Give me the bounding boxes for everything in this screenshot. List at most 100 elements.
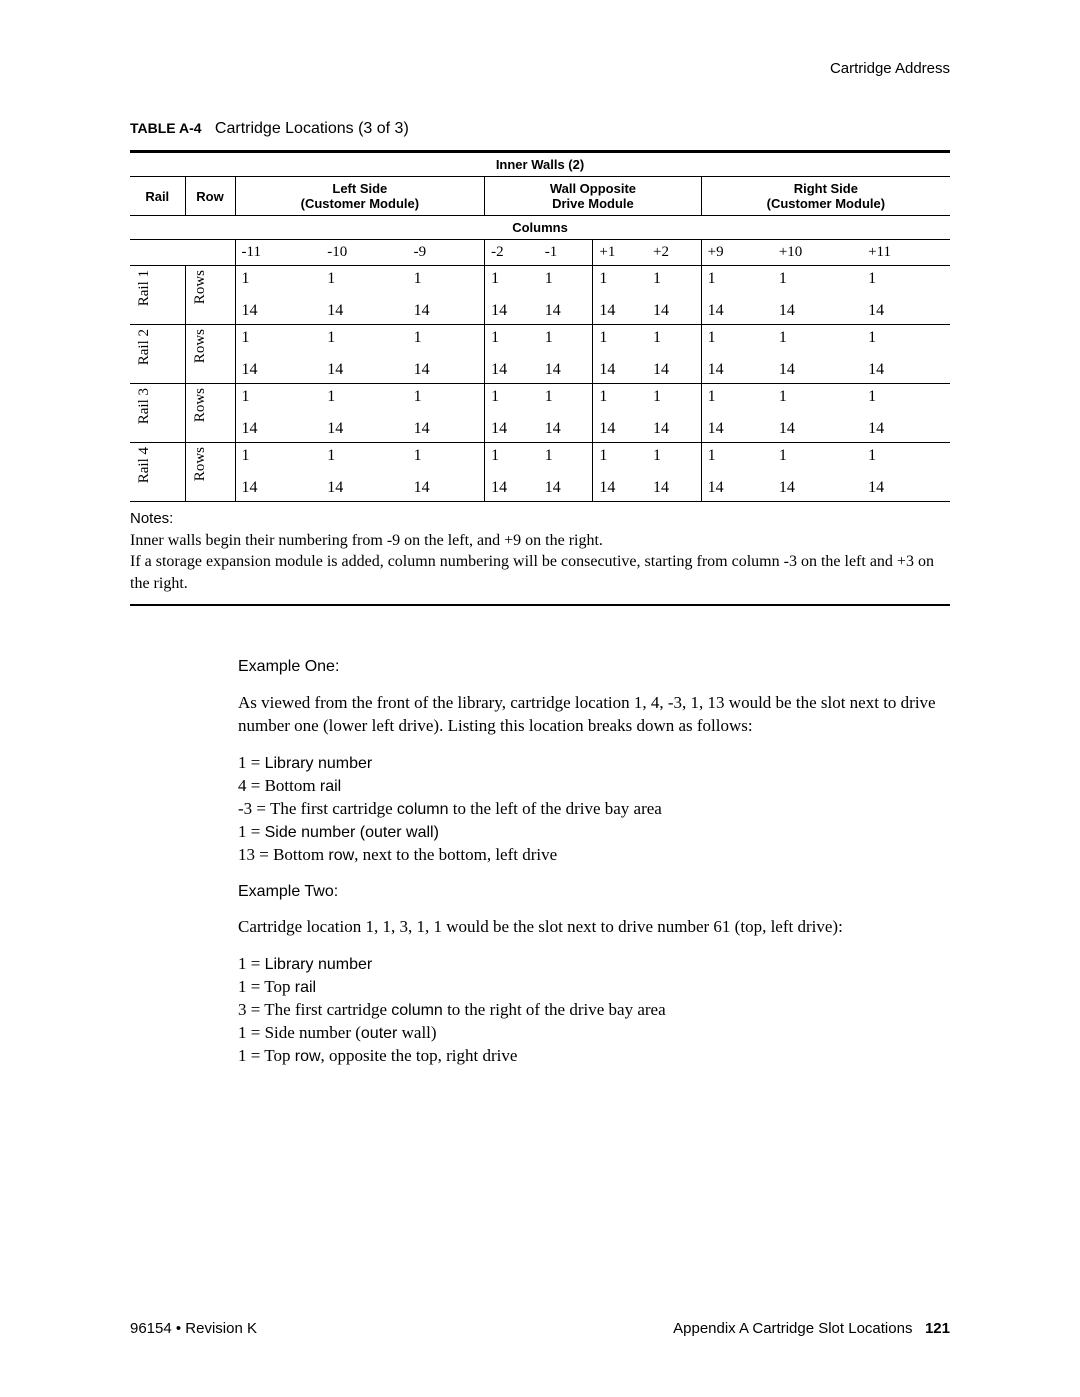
r4-c5: 114 xyxy=(593,443,647,502)
r3-c8: 114 xyxy=(773,384,862,443)
r1-c4: 114 xyxy=(539,266,593,325)
r3-c5: 114 xyxy=(593,384,647,443)
ex1-l5b: row xyxy=(328,847,354,864)
r3-c2: 114 xyxy=(408,384,485,443)
ex2-l1a: 1 = xyxy=(238,954,265,973)
hdr-row: Row xyxy=(185,177,235,216)
cartridge-table: Inner Walls (2) Rail Row Left Side (Cust… xyxy=(130,150,950,502)
table-caption: TABLE A-4 Cartridge Locations (3 of 3) xyxy=(130,120,950,138)
notes-label: Notes: xyxy=(130,510,173,527)
r4-c4: 114 xyxy=(539,443,593,502)
r1-c5: 114 xyxy=(593,266,647,325)
ex2-l4c: wall) xyxy=(397,1023,436,1042)
ex1-l5c: , next to the bottom, left drive xyxy=(354,845,557,864)
colnum-spacer-2 xyxy=(185,240,235,266)
ex1-l3b: column xyxy=(397,801,449,818)
table-top-header: Inner Walls (2) xyxy=(130,152,950,177)
r3-c1: 114 xyxy=(321,384,407,443)
r3-c3: 114 xyxy=(485,384,539,443)
ex1-l2b: rail xyxy=(320,778,341,795)
col-h-3: -2 xyxy=(485,240,539,266)
r4-c0: 114 xyxy=(235,443,321,502)
r2-c8: 114 xyxy=(773,325,862,384)
hdr-opp-l1: Wall Opposite xyxy=(550,181,636,196)
ex1-l5a: 13 = Bottom xyxy=(238,845,328,864)
running-header: Cartridge Address xyxy=(830,60,950,77)
example-one-breakdown: 1 = Library number 4 = Bottom rail -3 = … xyxy=(238,752,950,867)
r3-c9: 114 xyxy=(862,384,950,443)
ex2-l1b: Library number xyxy=(265,956,373,973)
example-two-breakdown: 1 = Library number 1 = Top rail 3 = The … xyxy=(238,953,950,1068)
r1-c3: 114 xyxy=(485,266,539,325)
rail-3-rows: Rows xyxy=(185,384,235,443)
hdr-left-side: Left Side (Customer Module) xyxy=(235,177,485,216)
col-h-1: -10 xyxy=(321,240,407,266)
table-notes: Notes: Inner walls begin their numbering… xyxy=(130,508,950,606)
r2-c0: 114 xyxy=(235,325,321,384)
r1-c1: 114 xyxy=(321,266,407,325)
col-h-8: +10 xyxy=(773,240,862,266)
col-h-9: +11 xyxy=(862,240,950,266)
col-h-4: -1 xyxy=(539,240,593,266)
col-h-5: +1 xyxy=(593,240,647,266)
body-text: Example One: As viewed from the front of… xyxy=(238,656,950,1067)
footer-right: Appendix A Cartridge Slot Locations 121 xyxy=(673,1320,950,1337)
r1-c9: 114 xyxy=(862,266,950,325)
rail-4-label: Rail 4 xyxy=(130,443,185,502)
hdr-left-side-l2: (Customer Module) xyxy=(301,196,419,211)
r2-c1: 114 xyxy=(321,325,407,384)
r2-c6: 114 xyxy=(647,325,701,384)
hdr-right-side-l2: (Customer Module) xyxy=(767,196,885,211)
r3-c7: 114 xyxy=(701,384,773,443)
ex2-l2a: 1 = Top xyxy=(238,977,295,996)
r2-c7: 114 xyxy=(701,325,773,384)
ex2-l3b: column xyxy=(391,1002,443,1019)
footer-left: 96154 • Revision K xyxy=(130,1320,257,1337)
table-label: TABLE A-4 xyxy=(130,120,202,136)
r4-c2: 114 xyxy=(408,443,485,502)
rail-4-rows: Rows xyxy=(185,443,235,502)
r2-c5: 114 xyxy=(593,325,647,384)
ex1-l4d: wall) xyxy=(402,824,439,841)
ex1-l1b: Library number xyxy=(265,755,373,772)
hdr-opp-l2: Drive Module xyxy=(552,196,634,211)
r2-c4: 114 xyxy=(539,325,593,384)
table-title: Cartridge Locations (3 of 3) xyxy=(215,120,409,137)
example-two-paragraph: Cartridge location 1, 1, 3, 1, 1 would b… xyxy=(238,916,950,939)
col-h-6: +2 xyxy=(647,240,701,266)
rail-1-rows: Rows xyxy=(185,266,235,325)
footer-page-number: 121 xyxy=(925,1320,950,1337)
r4-c1: 114 xyxy=(321,443,407,502)
hdr-left-side-l1: Left Side xyxy=(332,181,387,196)
r1-c2: 114 xyxy=(408,266,485,325)
col-h-2: -9 xyxy=(408,240,485,266)
example-one-label: Example One: xyxy=(238,656,950,678)
r2-c3: 114 xyxy=(485,325,539,384)
ex2-l5b: row xyxy=(295,1048,321,1065)
r1-c6: 114 xyxy=(647,266,701,325)
r4-c9: 114 xyxy=(862,443,950,502)
ex2-l3a: 3 = The first cartridge xyxy=(238,1000,391,1019)
ex1-l3c: to the left of the drive bay area xyxy=(449,799,662,818)
ex1-l3a: -3 = The first cartridge xyxy=(238,799,397,818)
footer-right-text: Appendix A Cartridge Slot Locations xyxy=(673,1320,912,1337)
notes-line-1: Inner walls begin their numbering from -… xyxy=(130,532,603,549)
ex1-l1a: 1 = xyxy=(238,753,265,772)
ex2-l2b: rail xyxy=(295,979,316,996)
rail-1-label: Rail 1 xyxy=(130,266,185,325)
example-two-label: Example Two: xyxy=(238,881,950,903)
r1-c8: 114 xyxy=(773,266,862,325)
r4-c7: 114 xyxy=(701,443,773,502)
r3-c4: 114 xyxy=(539,384,593,443)
ex2-l4a: 1 = Side number ( xyxy=(238,1023,361,1042)
r2-c9: 114 xyxy=(862,325,950,384)
r4-c6: 114 xyxy=(647,443,701,502)
col-h-7: +9 xyxy=(701,240,773,266)
ex2-l4b: outer xyxy=(361,1025,397,1042)
col-h-0: -11 xyxy=(235,240,321,266)
ex2-l3c: to the right of the drive bay area xyxy=(443,1000,666,1019)
hdr-columns: Columns xyxy=(130,216,950,240)
hdr-opposite: Wall Opposite Drive Module xyxy=(485,177,702,216)
r3-c6: 114 xyxy=(647,384,701,443)
ex1-l2a: 4 = Bottom xyxy=(238,776,320,795)
